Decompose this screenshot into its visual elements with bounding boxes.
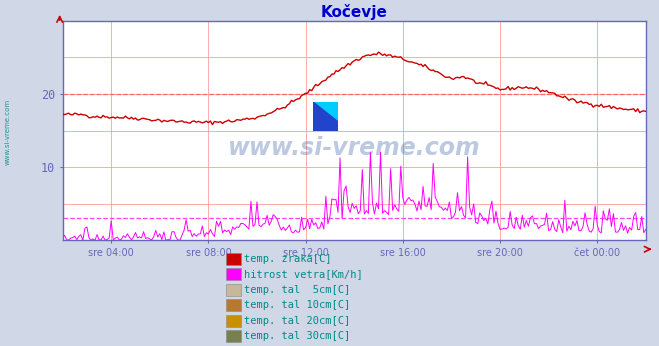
Text: temp. tal  5cm[C]: temp. tal 5cm[C]	[244, 285, 350, 295]
FancyBboxPatch shape	[226, 330, 241, 343]
Text: www.si-vreme.com: www.si-vreme.com	[5, 98, 11, 165]
FancyBboxPatch shape	[226, 315, 241, 327]
Text: www.si-vreme.com: www.si-vreme.com	[228, 136, 480, 160]
Text: hitrost vetra[Km/h]: hitrost vetra[Km/h]	[244, 269, 362, 279]
Text: temp. zraka[C]: temp. zraka[C]	[244, 254, 331, 264]
FancyBboxPatch shape	[226, 284, 241, 296]
Polygon shape	[314, 102, 339, 130]
FancyBboxPatch shape	[226, 253, 241, 265]
Text: temp. tal 10cm[C]: temp. tal 10cm[C]	[244, 300, 350, 310]
Title: Kočevje: Kočevje	[321, 3, 387, 20]
Text: temp. tal 30cm[C]: temp. tal 30cm[C]	[244, 331, 350, 342]
FancyBboxPatch shape	[226, 299, 241, 311]
Polygon shape	[314, 102, 339, 130]
Polygon shape	[314, 102, 339, 122]
FancyBboxPatch shape	[226, 268, 241, 280]
Text: temp. tal 20cm[C]: temp. tal 20cm[C]	[244, 316, 350, 326]
